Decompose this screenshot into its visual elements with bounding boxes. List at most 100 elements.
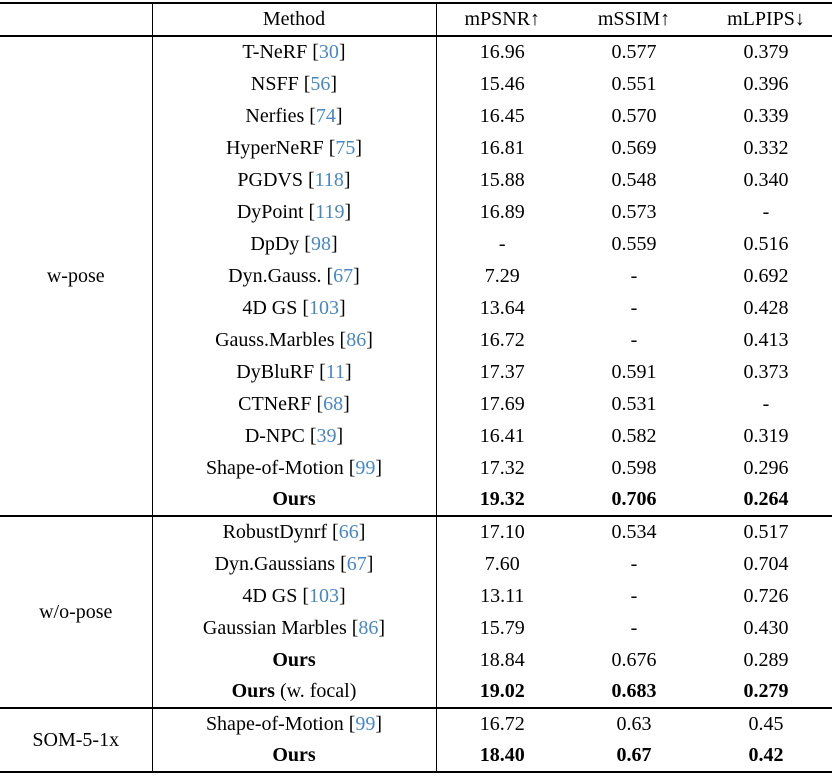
method-cell: Ours <box>152 740 437 772</box>
citation-bracket: [ <box>339 328 347 351</box>
citation: [103] <box>302 297 345 319</box>
mlpips-value: 0.517 <box>700 515 832 548</box>
citation-link[interactable]: 74 <box>315 104 336 127</box>
citation-link[interactable]: 86 <box>358 616 379 639</box>
table-row: Gauss.Marbles [86] 16.72 - 0.413 <box>0 324 832 356</box>
citation-link[interactable]: 30 <box>318 41 339 63</box>
method-name: Nerfies <box>245 104 305 127</box>
header-mssim: mSSIM↑ <box>568 3 700 37</box>
mssim-value: 0.577 <box>611 41 657 63</box>
mpsnr-value: 16.45 <box>479 104 525 127</box>
citation-bracket: [ <box>328 136 336 159</box>
mssim-value: 0.63 <box>568 707 700 740</box>
citation-link[interactable]: 99 <box>355 456 376 479</box>
citation-bracket: [ <box>319 360 326 383</box>
mssim-value: 0.683 <box>611 680 657 702</box>
citation-bracket: [ <box>308 200 316 223</box>
method-name: Dyn.Gauss. <box>228 264 322 287</box>
mlpips-value: 0.692 <box>743 264 789 287</box>
citation: [56] <box>304 73 337 95</box>
mpsnr-value: 13.11 <box>480 584 525 607</box>
method-cell: Ours <box>152 484 437 516</box>
citation-bracket: ] <box>343 392 350 415</box>
mpsnr-value: 15.88 <box>479 168 525 191</box>
citation-bracket: ] <box>358 521 366 543</box>
citation-bracket: ] <box>355 136 363 159</box>
mlpips-value: 0.396 <box>743 72 789 95</box>
citation-bracket: ] <box>366 328 373 351</box>
mpsnr-value: 16.72 <box>479 328 525 351</box>
citation-bracket: [ <box>316 392 324 415</box>
method-cell: DpDy [98] <box>152 228 437 260</box>
group-wo-pose: w/o-pose RobustDynrf [66] 17.10 0.534 0.5… <box>0 515 832 708</box>
citation-bracket: ] <box>339 584 346 607</box>
mssim-value: 0.559 <box>611 232 657 255</box>
citation-bracket: [ <box>309 424 317 447</box>
citation: [67] <box>327 265 360 287</box>
citation-link[interactable]: 99 <box>355 713 376 735</box>
mlpips-value: 0.726 <box>743 584 789 607</box>
mpsnr-value: 13.64 <box>479 296 525 319</box>
mssim-value: - <box>630 552 638 575</box>
method-name: Dyn.Gaussians <box>214 552 336 575</box>
citation: [98] <box>304 233 337 255</box>
citation: [103] <box>302 585 345 607</box>
mlpips-value: 0.428 <box>743 296 789 319</box>
table-row: HyperNeRF [75] 16.81 0.569 0.332 <box>0 132 832 164</box>
citation-bracket: ] <box>366 552 374 575</box>
mpsnr-value: 19.02 <box>479 680 525 702</box>
citation: [74] <box>309 105 342 127</box>
mpsnr-value: 18.84 <box>479 648 525 671</box>
method-cell: CTNeRF [68] <box>152 388 437 420</box>
citation: [67] <box>340 553 373 575</box>
mlpips-value: 0.340 <box>743 168 789 191</box>
citation-link[interactable]: 68 <box>323 392 344 415</box>
mssim-value: 0.548 <box>611 168 657 191</box>
citation-link[interactable]: 66 <box>338 521 359 543</box>
mlpips-value: 0.373 <box>743 360 789 383</box>
method-name: Gaussian Marbles <box>202 616 347 639</box>
header-method: Method <box>152 3 437 37</box>
header-mpsnr: mPSNR↑ <box>436 3 568 37</box>
method-name: DyBluRF <box>236 360 315 383</box>
mlpips-value: 0.264 <box>743 488 789 510</box>
table-row: PGDVS [118] 15.88 0.548 0.340 <box>0 164 832 196</box>
citation-link[interactable]: 67 <box>346 552 367 575</box>
table-row: Ours 18.40 0.67 0.42 <box>0 740 832 772</box>
mpsnr-value: 7.29 <box>484 264 520 287</box>
mssim-value: 0.569 <box>611 136 657 159</box>
citation: [118] <box>308 169 351 191</box>
method-cell: Shape-of-Motion [99] <box>152 452 437 484</box>
citation-bracket: [ <box>340 552 347 575</box>
citation-link[interactable]: 39 <box>316 424 337 447</box>
method-cell: Ours (w. focal) <box>152 676 437 708</box>
citation-bracket: ] <box>339 296 346 319</box>
citation-link[interactable]: 103 <box>309 296 339 319</box>
citation-link[interactable]: 75 <box>335 136 356 159</box>
method-name-suffix: (w. focal) <box>274 680 357 702</box>
table-row: Shape-of-Motion [99] 17.32 0.598 0.296 <box>0 452 832 484</box>
citation-link[interactable]: 67 <box>333 264 354 287</box>
mpsnr-value: 18.40 <box>479 744 525 766</box>
mlpips-value: 0.413 <box>743 328 789 351</box>
mlpips-value: 0.42 <box>748 744 784 766</box>
citation-link[interactable]: 86 <box>346 328 367 351</box>
citation-link[interactable]: 11 <box>325 360 346 383</box>
citation-bracket: [ <box>312 41 319 63</box>
mpsnr-value: 7.60 <box>484 552 520 575</box>
citation-link[interactable]: 103 <box>309 584 339 607</box>
method-name: Shape-of-Motion <box>205 713 344 735</box>
citation-link[interactable]: 118 <box>314 168 344 191</box>
table-row: Dyn.Gaussians [67] 7.60 - 0.704 <box>0 548 832 580</box>
citation-bracket: [ <box>307 168 315 191</box>
mssim-value: 0.570 <box>611 104 657 127</box>
mssim-value: 0.598 <box>611 456 657 479</box>
citation-link[interactable]: 56 <box>310 72 331 95</box>
method-cell: Ours <box>152 644 437 676</box>
mpsnr-value: 17.10 <box>436 515 568 548</box>
mssim-value: 0.67 <box>616 744 652 766</box>
mssim-value: 0.551 <box>611 72 657 95</box>
citation-link[interactable]: 98 <box>310 232 331 255</box>
citation-link[interactable]: 119 <box>315 200 345 223</box>
method-name: Ours <box>231 680 275 702</box>
